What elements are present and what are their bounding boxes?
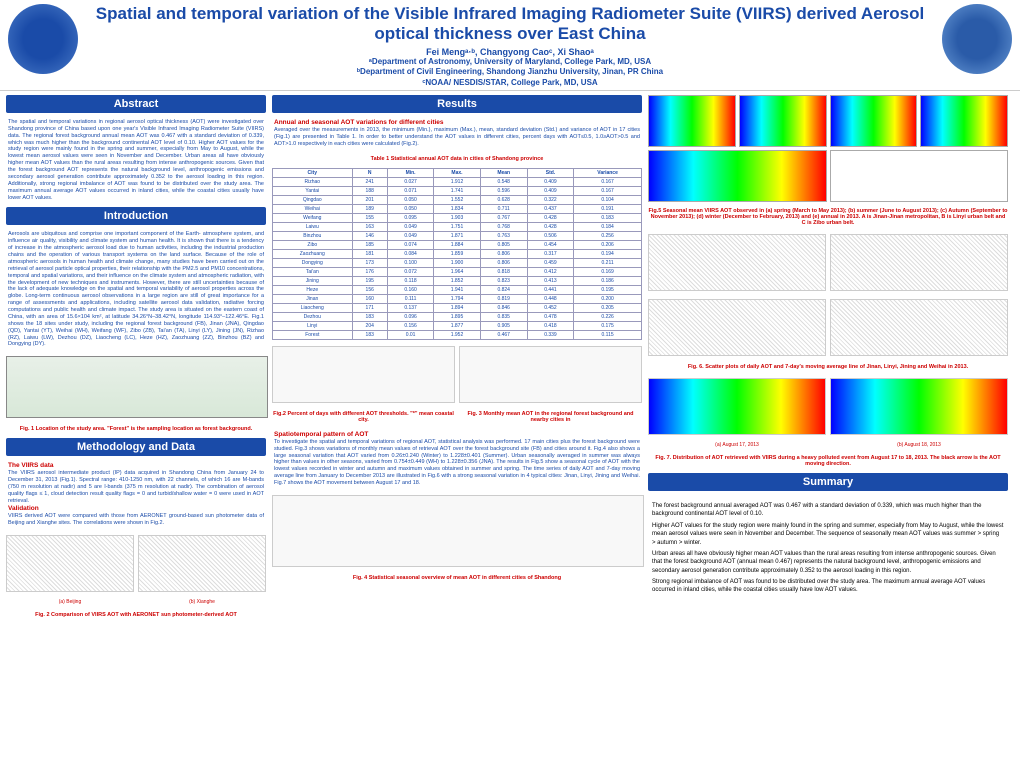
table-header: Min. (387, 168, 433, 177)
table-row: Binzhou1460.0491.8710.7630.5060.256 (273, 231, 642, 240)
table-row: Yantai1880.0711.7410.5960.4090.167 (273, 186, 642, 195)
table-header: Max. (434, 168, 480, 177)
table-row: Linyi2040.1561.8770.9050.4180.175 (273, 321, 642, 330)
table-row: Rizhao2410.0271.9120.5480.4090.167 (273, 177, 642, 186)
fig7a (648, 378, 826, 435)
fig5c (830, 95, 918, 147)
table-header: Mean (480, 168, 527, 177)
poster-title: Spatial and temporal variation of the Vi… (80, 4, 940, 45)
results-annual: Annual and seasonal AOT variations for d… (272, 117, 642, 150)
table-row: Forest1830.011.9520.4670.3390.115 (273, 330, 642, 339)
table-header: N (352, 168, 387, 177)
fig5e (648, 150, 827, 202)
summary-p1: The forest background annual averaged AO… (652, 502, 1004, 519)
table1-caption: Table 1 Statistical annual AOT data in c… (272, 156, 642, 162)
table-row: Jinan1600.1111.7940.8190.4480.200 (273, 294, 642, 303)
xianghe-label: (b) Xianghe (138, 599, 266, 605)
fig3-chart (459, 346, 642, 403)
table-row: Heze1560.1601.9410.8240.4410.195 (273, 285, 642, 294)
intro-hdr: Introduction (6, 207, 266, 225)
fig6d (830, 299, 1008, 356)
fig6b (830, 234, 1008, 291)
table1: CityNMin.Max.MeanStd.Variance Rizhao2410… (272, 168, 642, 340)
table-row: Zaozhuang1810.0841.8590.8060.3170.194 (273, 249, 642, 258)
table-row: Qingdao2010.0501.5520.6280.3220.104 (273, 195, 642, 204)
affil-c: ᶜNOAA/ NESDIS/STAR, College Park, MD, US… (80, 78, 940, 88)
header: Spatial and temporal variation of the Vi… (0, 0, 1020, 91)
annual-hdr: Annual and seasonal AOT variations for d… (274, 119, 640, 127)
table-row: Liaocheng1710.1371.8940.8460.4520.205 (273, 303, 642, 312)
affil-a: ᵃDepartment of Astronomy, University of … (80, 57, 940, 67)
table-row: Dongying1730.1001.9000.8060.4590.211 (273, 258, 642, 267)
fig2-beijing (6, 535, 134, 592)
authors: Fei Mengᵃ·ᵇ, Changyong Caoᶜ, Xi Shaoᵃ (80, 47, 940, 57)
summary-p3: Urban areas all have obviously higher me… (652, 550, 1004, 575)
summary-body: The forest background annual averaged AO… (648, 495, 1008, 602)
table-row: Zibo1850.0741.8840.8050.4540.206 (273, 240, 642, 249)
valid-hdr: Validation (8, 505, 264, 513)
table-row: Jining1950.1181.8520.8230.4130.186 (273, 276, 642, 285)
summary-p2: Higher AOT values for the study region w… (652, 522, 1004, 547)
table-row: Dezhou1830.0961.8950.8350.4780.226 (273, 312, 642, 321)
intro-body: Aerosols are ubiquitous and comprise one… (6, 229, 266, 350)
aug17-label: (a) August 17, 2013 (648, 442, 826, 448)
table-row: Tai'an1760.0721.9640.8180.4120.169 (273, 267, 642, 276)
fig6c (648, 299, 826, 356)
abstract-body: The spatial and temporal variations in r… (6, 117, 266, 204)
fig2p-caption: Fig.2 Percent of days with different AOT… (272, 411, 455, 423)
annual-body: Averaged over the measurements in 2013, … (274, 127, 640, 148)
table-row: Laiwu1630.0491.7510.7680.4280.184 (273, 222, 642, 231)
fig4-chart (272, 495, 644, 567)
fig5-legend (830, 150, 1009, 202)
fig1-caption: Fig. 1 Location of the study area. "Fore… (6, 426, 266, 432)
fig7b (830, 378, 1008, 435)
fig6a (648, 234, 826, 291)
fig2-caption: Fig. 2 Comparison of VIIRS AOT with AERO… (6, 612, 266, 618)
fig5d (920, 95, 1008, 147)
table-row: Weihai1890.0501.8340.7110.4370.191 (273, 204, 642, 213)
method-hdr: Methodology and Data (6, 438, 266, 456)
abstract-hdr: Abstract (6, 95, 266, 113)
fig4-caption: Fig. 4 Statistical seasonal overview of … (272, 575, 642, 581)
valid-body: VIIRS derived AOT were compared with tho… (8, 513, 264, 527)
affil-b: ᵇDepartment of Civil Engineering, Shando… (80, 67, 940, 77)
fig7-caption: Fig. 7. Distribution of AOT retrieved wi… (648, 455, 1008, 467)
table-header: Std. (527, 168, 573, 177)
summary-p4: Strong regional imbalance of AOT was fou… (652, 578, 1004, 595)
results-spatial: Spatiotemporal pattern of AOT To investi… (272, 429, 642, 489)
table-header: Variance (574, 168, 642, 177)
fig2p-chart (272, 346, 455, 403)
viirs-hdr: The VIIRS data (8, 462, 264, 470)
fig3-caption: Fig. 3 Monthly mean AOT in the regional … (459, 411, 642, 423)
table-row: Weifang1550.0951.9030.7670.4280.183 (273, 213, 642, 222)
method-body: The VIIRS data The VIIRS aerosol interme… (6, 460, 266, 528)
summary-hdr: Summary (648, 473, 1008, 491)
spatial-body: To investigate the spatial and temporal … (274, 439, 640, 487)
spatial-hdr: Spatiotemporal pattern of AOT (274, 431, 640, 439)
viirs-body: The VIIRS aerosol intermediate product (… (8, 470, 264, 504)
fig1-map (6, 356, 268, 418)
noaa-logo (942, 4, 1012, 74)
beijing-label: (a) Beijing (6, 599, 134, 605)
aug18-label: (b) August 18, 2013 (830, 442, 1008, 448)
fig6-caption: Fig. 6. Scatter plots of daily AOT and 7… (648, 364, 1008, 370)
fig5a (648, 95, 736, 147)
jpss-logo (8, 4, 78, 74)
results-hdr: Results (272, 95, 642, 113)
fig2-xianghe (138, 535, 266, 592)
fig5-panels (648, 95, 1008, 202)
fig5-caption: Fig.5 Seasonal mean VIIRS AOT observed i… (648, 208, 1008, 226)
fig5b (739, 95, 827, 147)
table-header: City (273, 168, 353, 177)
